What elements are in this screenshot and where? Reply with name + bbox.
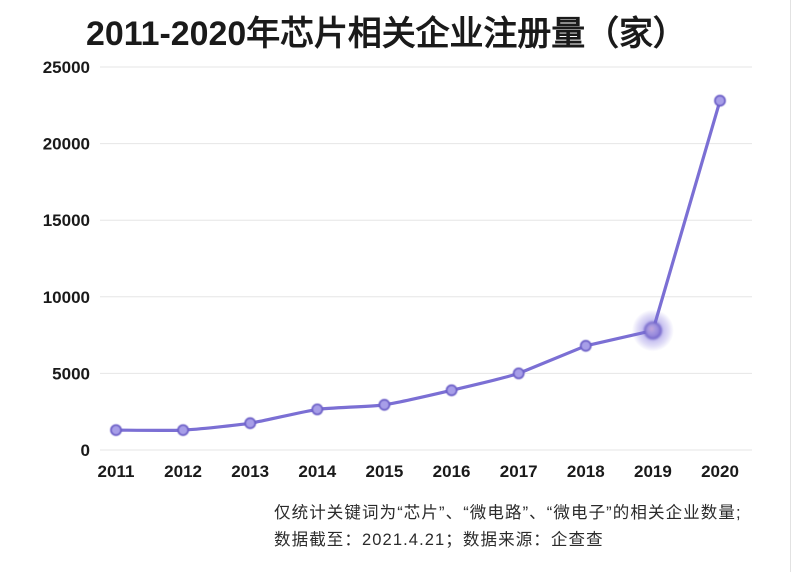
svg-text:0: 0 [81, 441, 90, 460]
svg-text:20000: 20000 [43, 135, 90, 154]
svg-text:2015: 2015 [365, 462, 403, 481]
svg-text:2016: 2016 [433, 462, 471, 481]
svg-text:2018: 2018 [567, 462, 605, 481]
svg-text:5000: 5000 [52, 364, 90, 383]
svg-text:2012: 2012 [164, 462, 202, 481]
svg-text:2017: 2017 [500, 462, 538, 481]
svg-text:25000: 25000 [43, 58, 90, 77]
svg-text:2014: 2014 [298, 462, 336, 481]
svg-text:15000: 15000 [43, 211, 90, 230]
svg-text:2019: 2019 [634, 462, 672, 481]
svg-text:2011: 2011 [98, 462, 135, 481]
svg-text:10000: 10000 [43, 288, 90, 307]
svg-text:2020: 2020 [701, 462, 739, 481]
svg-text:2013: 2013 [231, 462, 269, 481]
